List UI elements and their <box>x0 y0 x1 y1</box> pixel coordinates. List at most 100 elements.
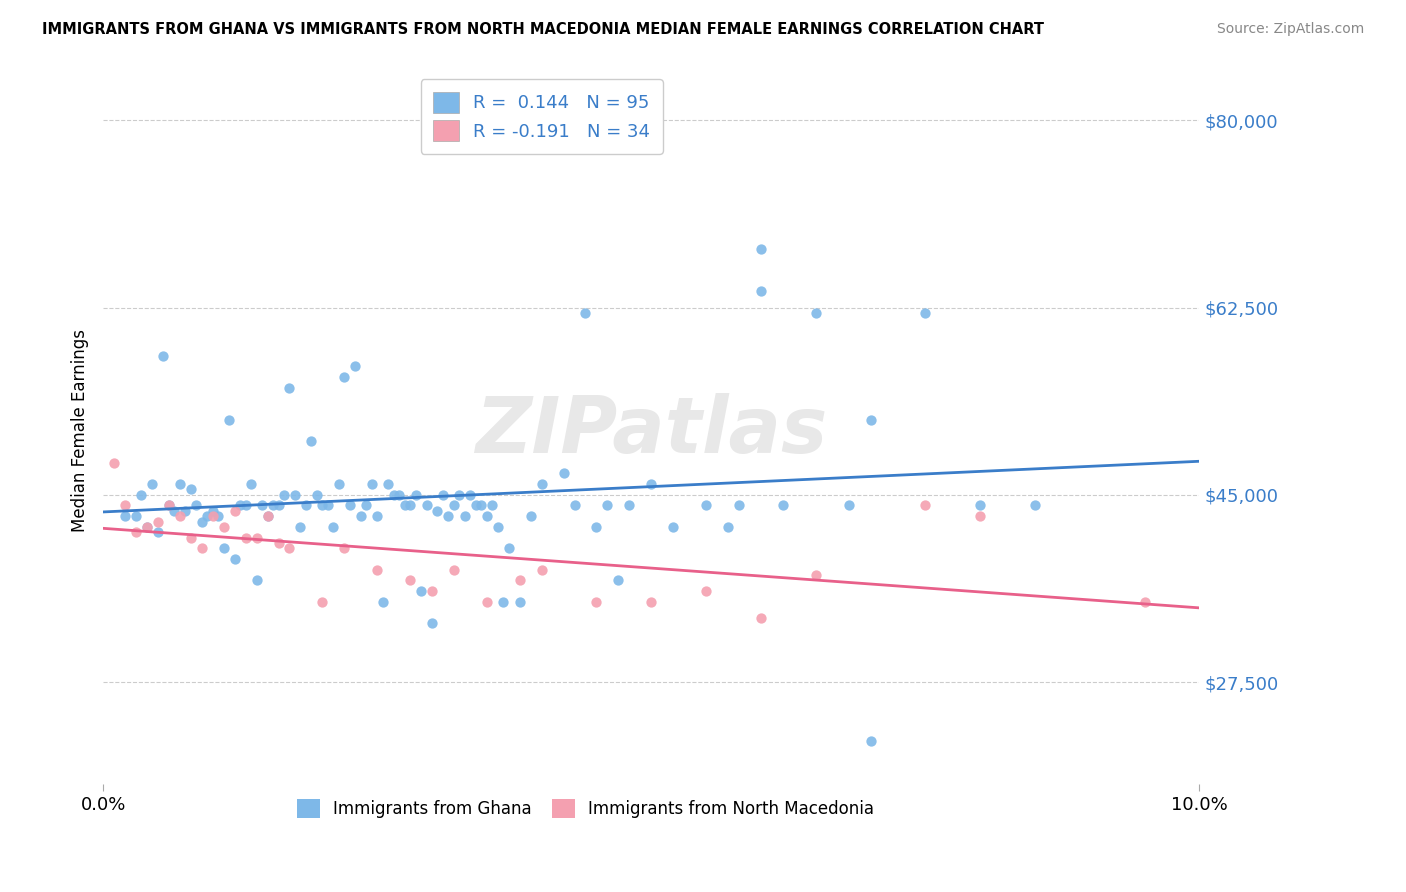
Point <box>235 499 257 513</box>
Point <box>201 509 224 524</box>
Point <box>1024 499 1046 513</box>
Point <box>772 499 794 513</box>
Point <box>267 536 290 550</box>
Point <box>146 515 169 529</box>
Point <box>366 563 388 577</box>
Point <box>169 509 191 524</box>
Point <box>530 563 553 577</box>
Point <box>125 525 148 540</box>
Point <box>394 499 416 513</box>
Point <box>339 499 361 513</box>
Point <box>224 504 246 518</box>
Point <box>509 595 531 609</box>
Point <box>492 595 515 609</box>
Point <box>475 509 498 524</box>
Text: Source: ZipAtlas.com: Source: ZipAtlas.com <box>1216 22 1364 37</box>
Point <box>619 499 641 513</box>
Point <box>333 541 356 556</box>
Point <box>235 531 257 545</box>
Point <box>246 574 269 588</box>
Point <box>191 515 214 529</box>
Point <box>256 509 278 524</box>
Point <box>486 520 509 534</box>
Point <box>443 563 465 577</box>
Point <box>114 509 136 524</box>
Point <box>804 306 827 320</box>
Point <box>585 520 607 534</box>
Point <box>640 477 662 491</box>
Point <box>125 509 148 524</box>
Point <box>136 520 159 534</box>
Point <box>969 509 991 524</box>
Point <box>640 595 662 609</box>
Point <box>344 359 367 374</box>
Point <box>201 504 224 518</box>
Point <box>333 370 356 384</box>
Point <box>146 525 169 540</box>
Point <box>371 595 394 609</box>
Point <box>607 574 630 588</box>
Point <box>195 509 218 524</box>
Point <box>360 477 382 491</box>
Point <box>136 520 159 534</box>
Legend: Immigrants from Ghana, Immigrants from North Macedonia: Immigrants from Ghana, Immigrants from N… <box>290 792 882 825</box>
Point <box>415 499 437 513</box>
Point <box>366 509 388 524</box>
Point <box>157 499 180 513</box>
Point <box>180 483 202 497</box>
Point <box>169 477 191 491</box>
Point <box>443 499 465 513</box>
Point <box>596 499 619 513</box>
Point <box>157 499 180 513</box>
Point <box>311 499 333 513</box>
Point <box>695 584 717 599</box>
Point <box>564 499 586 513</box>
Point <box>316 499 339 513</box>
Point <box>388 488 411 502</box>
Point <box>382 488 405 502</box>
Point <box>212 520 235 534</box>
Point <box>859 734 882 748</box>
Point <box>299 434 322 449</box>
Point <box>749 242 772 256</box>
Point <box>914 306 936 320</box>
Point <box>191 541 214 556</box>
Text: IMMIGRANTS FROM GHANA VS IMMIGRANTS FROM NORTH MACEDONIA MEDIAN FEMALE EARNINGS : IMMIGRANTS FROM GHANA VS IMMIGRANTS FROM… <box>42 22 1045 37</box>
Point <box>717 520 740 534</box>
Point <box>426 504 449 518</box>
Point <box>174 504 197 518</box>
Point <box>250 499 273 513</box>
Point <box>969 499 991 513</box>
Point <box>749 285 772 299</box>
Point <box>914 499 936 513</box>
Point <box>377 477 399 491</box>
Point <box>519 509 541 524</box>
Point <box>295 499 318 513</box>
Point <box>311 595 333 609</box>
Point <box>498 541 520 556</box>
Point <box>432 488 454 502</box>
Point <box>305 488 328 502</box>
Point <box>328 477 350 491</box>
Point <box>350 509 373 524</box>
Point <box>278 541 301 556</box>
Point <box>273 488 295 502</box>
Point <box>186 499 208 513</box>
Point <box>278 381 301 395</box>
Point <box>240 477 263 491</box>
Point <box>246 531 269 545</box>
Point <box>267 499 290 513</box>
Point <box>420 616 443 631</box>
Point <box>229 499 252 513</box>
Y-axis label: Median Female Earnings: Median Female Earnings <box>72 329 89 533</box>
Point <box>256 509 278 524</box>
Point <box>804 568 827 582</box>
Point <box>728 499 751 513</box>
Point <box>449 488 471 502</box>
Point <box>152 349 174 363</box>
Point <box>103 456 125 470</box>
Point <box>114 499 136 513</box>
Point <box>290 520 312 534</box>
Point <box>475 595 498 609</box>
Point <box>212 541 235 556</box>
